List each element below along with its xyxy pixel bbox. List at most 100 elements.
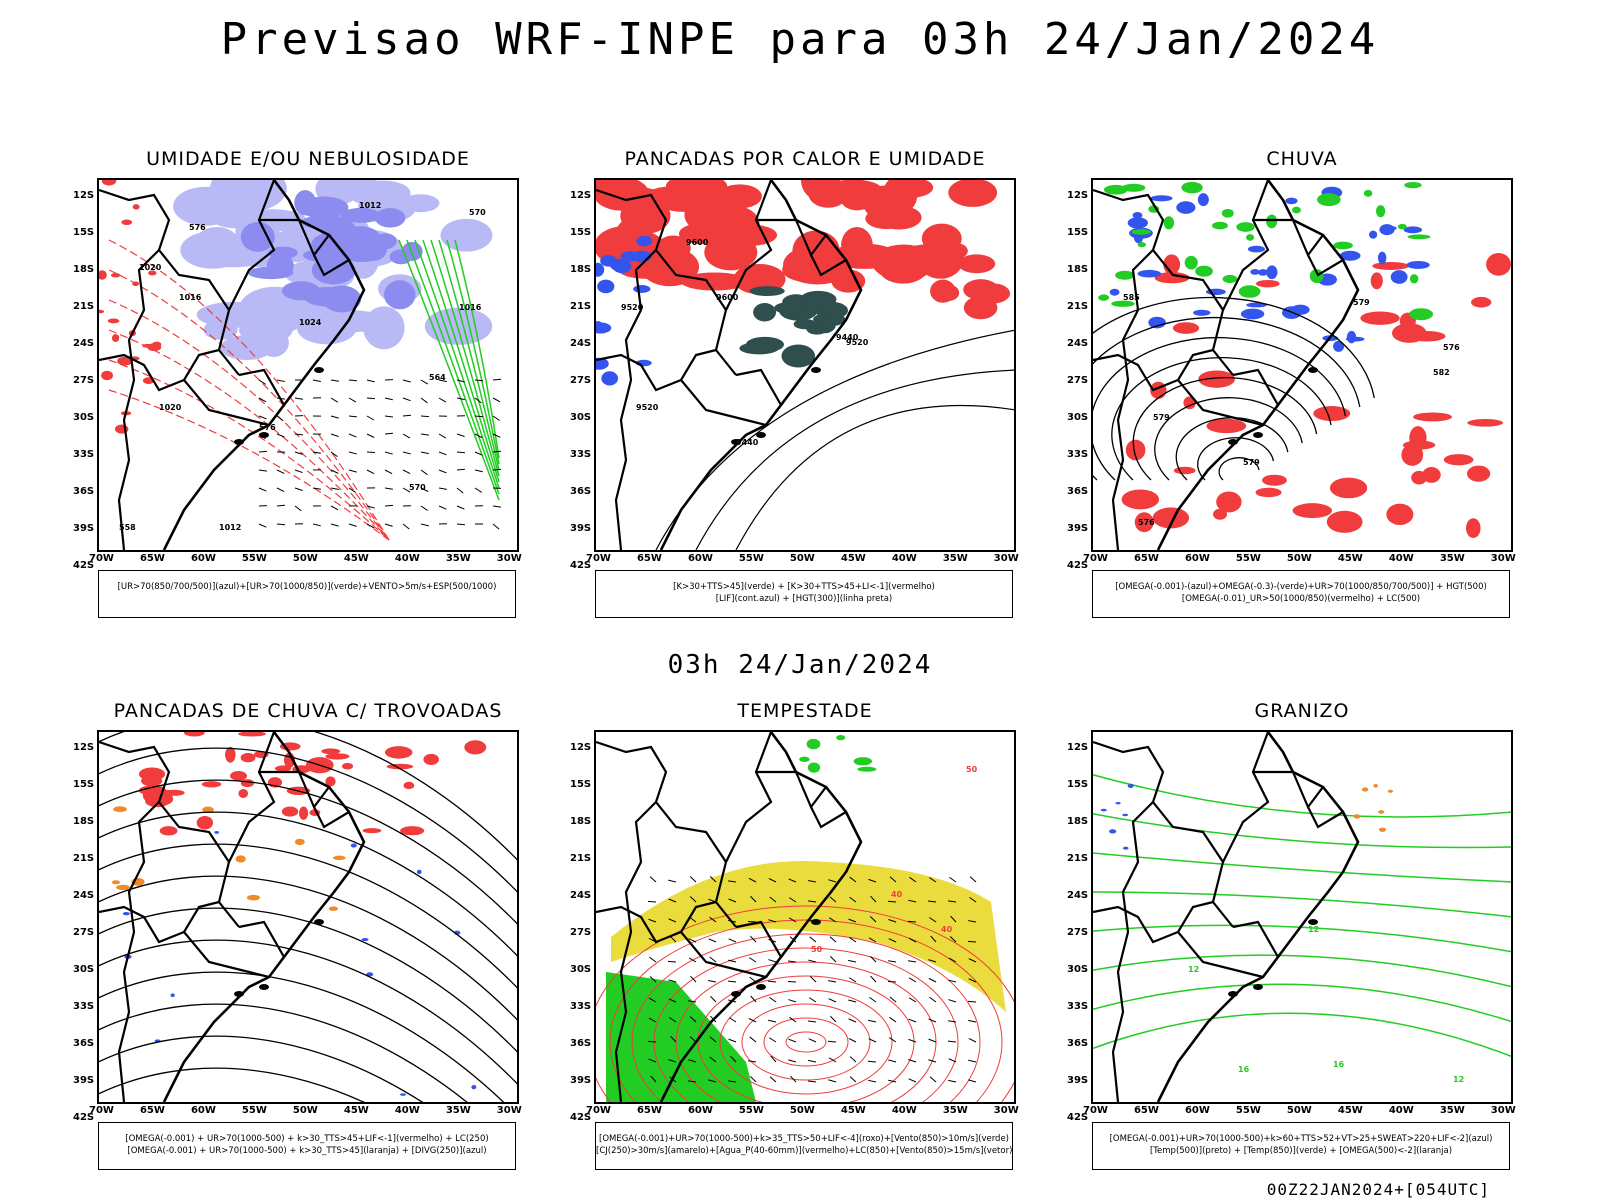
- humidity-area: [111, 334, 120, 342]
- wind-vector: [969, 876, 977, 883]
- contour-label: 50: [966, 765, 978, 774]
- country-border: [1093, 740, 1234, 928]
- instability-area: [938, 284, 960, 301]
- wind-vector: [474, 451, 483, 456]
- thunderstorm-area: [163, 789, 185, 796]
- country-border: [1111, 801, 1154, 1102]
- country-border: [313, 806, 350, 829]
- rain-area: [1148, 316, 1166, 329]
- latitude-label: 27S: [570, 927, 592, 938]
- divergence-area: [471, 1084, 477, 1090]
- longitude-label: 70W: [586, 1105, 611, 1116]
- longitude-label: 50W: [292, 553, 318, 564]
- wind-vector: [688, 938, 697, 943]
- contour-label: 12: [1453, 1075, 1464, 1084]
- rain-area: [1198, 370, 1235, 388]
- wind-vector: [948, 999, 957, 1003]
- legend-tempestade: [OMEGA(-0.001)+UR>70(1000-500)+k>35_TTS>…: [595, 1122, 1013, 1170]
- thunderstorm-area: [113, 806, 127, 813]
- wind-vector: [709, 876, 717, 883]
- wind-vector: [809, 976, 817, 983]
- country-border: [238, 920, 285, 958]
- latitude-label: 42S: [570, 560, 592, 571]
- wind-vector: [258, 379, 266, 385]
- rain-area: [1368, 230, 1378, 239]
- map-tempestade: 40 40 50 50: [594, 730, 1016, 1104]
- instability-area: [703, 204, 760, 244]
- wind-vector: [330, 523, 339, 527]
- wind-vector: [420, 469, 428, 476]
- divergence-area: [350, 843, 357, 848]
- legend-line: [CJ(250)>30m/s](amarelo)+[Agua_P(40-60mm…: [596, 1146, 1013, 1156]
- temp850-contour: [1093, 1012, 1511, 1058]
- contour-label: 576: [259, 423, 276, 432]
- thunderstorm-area: [362, 828, 382, 834]
- map-granizo: 12 12 16 16 12: [1091, 730, 1513, 1104]
- thunderstorm-area: [238, 732, 266, 737]
- wind-vector: [330, 487, 339, 490]
- thunderstorm-area: [333, 855, 346, 861]
- streamline: [99, 1067, 365, 1102]
- lake: [259, 984, 269, 990]
- legend-line: [OMEGA(-0.01)_UR>50(1000/850)(vermelho) …: [1181, 594, 1421, 604]
- instability-area: [801, 180, 841, 201]
- latitude-label: 15S: [1067, 779, 1089, 790]
- wind-vector: [789, 897, 797, 903]
- country-border: [1291, 771, 1324, 810]
- wind-vector: [258, 397, 267, 403]
- rain-area: [1292, 206, 1301, 214]
- contour-label: 9520: [846, 338, 869, 347]
- humidity-area: [148, 270, 157, 276]
- water-contour: [596, 905, 1014, 1102]
- wind-850-area: [606, 972, 756, 1102]
- humidity-area: [389, 249, 413, 265]
- wind-vector: [948, 1020, 957, 1023]
- wind-vector: [456, 433, 465, 437]
- wind-vector: [828, 917, 837, 923]
- thunderstorm-area: [423, 753, 439, 765]
- humidity-area: [173, 186, 239, 226]
- lake: [811, 367, 821, 373]
- wind-vector: [649, 956, 657, 963]
- country-border: [1232, 368, 1279, 406]
- divergence-area: [122, 912, 130, 916]
- wind-vector: [790, 1075, 797, 1083]
- instability-area: [618, 260, 676, 279]
- rain-area: [1471, 296, 1492, 308]
- latitude-label: 42S: [73, 560, 95, 571]
- wind-vector: [690, 975, 697, 983]
- wind-vector: [848, 959, 857, 963]
- latitude-label: 24S: [1067, 338, 1089, 349]
- wind-vector: [649, 976, 657, 983]
- green-contour: [454, 239, 500, 459]
- wind-vector: [968, 920, 977, 923]
- thunderstorm-area: [328, 906, 339, 911]
- thunderstorm-area: [246, 894, 260, 901]
- rain-area: [1163, 216, 1175, 230]
- wind-vector: [750, 935, 757, 943]
- lake: [314, 367, 324, 373]
- wind-vector: [402, 451, 411, 455]
- wind-vector: [402, 433, 411, 439]
- water-contour: [697, 975, 915, 1102]
- rain-area: [1443, 454, 1474, 466]
- water-contour: [609, 919, 1003, 1102]
- contour-label: 9440: [736, 438, 759, 447]
- wind-vector: [768, 1037, 777, 1043]
- temp850-contour: [1093, 852, 1511, 883]
- wind-vector: [420, 433, 429, 436]
- wind-vector: [868, 878, 877, 883]
- wind-vector: [788, 1038, 797, 1043]
- longitude-label: 50W: [1286, 1105, 1312, 1116]
- longitude-label: 45W: [840, 1105, 866, 1116]
- rain-area: [1266, 214, 1278, 229]
- country-border: [679, 348, 767, 427]
- rain-area: [1134, 512, 1154, 533]
- rain-area: [1379, 224, 1395, 236]
- country-border: [810, 254, 847, 277]
- green-contour: [406, 239, 500, 495]
- lake: [756, 984, 766, 990]
- wind-vector: [949, 876, 957, 883]
- latitude-label: 12S: [1067, 190, 1089, 201]
- wind-vector: [787, 960, 797, 963]
